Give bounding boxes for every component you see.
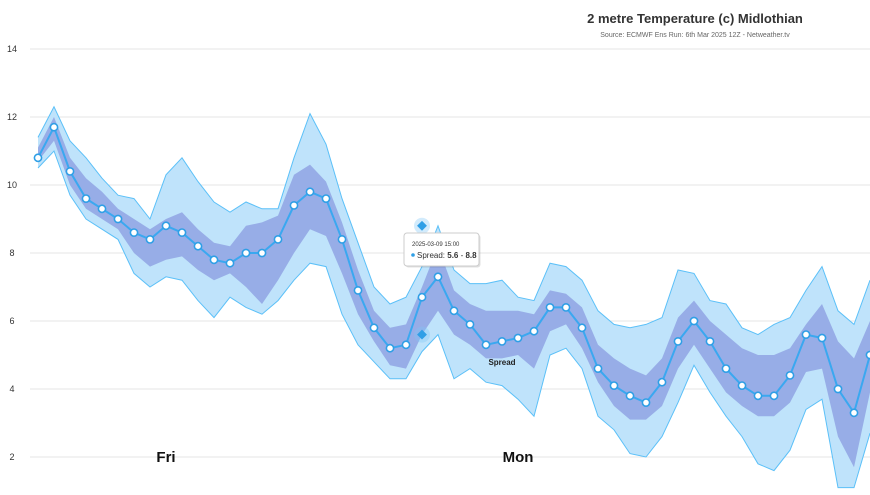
data-point-7 xyxy=(145,234,155,244)
data-point-40 xyxy=(673,336,683,346)
hover-marker-high xyxy=(417,220,427,231)
tooltip-box xyxy=(403,232,480,267)
y-tick-label-8: 8 xyxy=(9,248,14,258)
data-point-48 xyxy=(801,330,811,339)
data-point-13 xyxy=(241,248,251,258)
data-point-18 xyxy=(321,194,331,203)
data-point-15 xyxy=(273,234,283,244)
spread-annotation: Spread xyxy=(488,358,515,367)
annotations: Spread xyxy=(488,358,515,367)
y-tick-label-10: 10 xyxy=(7,180,17,190)
data-point-45 xyxy=(753,391,763,401)
data-point-22 xyxy=(385,343,395,353)
data-point-23 xyxy=(401,340,411,350)
data-point-44 xyxy=(737,381,747,390)
day-label-fri: Fri xyxy=(156,449,175,466)
data-point-12 xyxy=(225,258,235,268)
data-point-9 xyxy=(177,228,187,237)
outer-band-low-edge xyxy=(37,150,870,489)
tooltip-date: 2025-03-09 15:00 xyxy=(412,242,460,248)
data-point-42 xyxy=(705,336,715,346)
tooltip: 2025-03-09 15:00 Spread: 5.6 - 8.8 xyxy=(403,217,481,343)
data-point-4 xyxy=(97,204,107,214)
data-point-52 xyxy=(865,350,870,360)
tooltip-value: Spread: 5.6 - 8.8 xyxy=(417,251,477,260)
data-point-17 xyxy=(305,187,315,197)
data-point-31 xyxy=(529,326,539,336)
y-tick-label-6: 6 xyxy=(9,316,14,326)
y-axis: 2 4 6 8 10 12 14 xyxy=(7,44,17,462)
outer-band-high-edge xyxy=(37,105,870,336)
y-tick-label-4: 4 xyxy=(9,384,14,394)
data-point-5 xyxy=(113,214,123,224)
data-point-47 xyxy=(785,370,795,380)
tooltip-series-dot xyxy=(411,253,415,257)
data-point-51 xyxy=(849,408,859,418)
data-point-14 xyxy=(257,248,267,258)
data-point-20 xyxy=(353,285,363,295)
data-point-11 xyxy=(209,255,219,265)
chart-subtitle: Source: ECMWF Ens Run: 6th Mar 2025 12Z … xyxy=(600,32,790,39)
y-tick-label-14: 14 xyxy=(7,44,17,54)
data-point-36 xyxy=(609,381,619,390)
data-point-37 xyxy=(625,391,635,401)
data-point-24 xyxy=(417,292,427,302)
data-point-16 xyxy=(289,200,299,210)
data-point-38 xyxy=(641,398,651,407)
data-point-26 xyxy=(449,306,459,316)
data-point-32 xyxy=(545,302,555,312)
data-point-27 xyxy=(465,319,475,329)
data-point-3 xyxy=(81,194,91,203)
day-label-mon: Mon xyxy=(503,449,534,466)
data-point-30 xyxy=(513,333,523,343)
data-point-1 xyxy=(49,122,59,132)
data-point-39 xyxy=(657,377,667,387)
data-point-43 xyxy=(721,364,731,373)
data-point-29 xyxy=(497,336,507,346)
hover-marker-low xyxy=(417,329,427,340)
y-tick-label-2: 2 xyxy=(9,452,14,462)
data-point-10 xyxy=(193,241,203,251)
day-labels: Fri Mon xyxy=(156,449,533,466)
y-tick-label-12: 12 xyxy=(7,112,17,122)
data-point-8 xyxy=(161,221,171,231)
data-point-6 xyxy=(129,228,139,237)
data-point-49 xyxy=(817,333,827,343)
data-point-28 xyxy=(481,340,491,350)
data-point-0 xyxy=(33,153,43,163)
data-point-21 xyxy=(369,323,379,333)
data-point-50 xyxy=(833,384,843,394)
data-point-25 xyxy=(433,272,443,282)
data-point-35 xyxy=(593,364,603,373)
data-point-19 xyxy=(337,234,347,244)
data-point-33 xyxy=(561,302,571,312)
data-point-2 xyxy=(65,166,75,176)
data-points xyxy=(33,122,870,418)
data-point-34 xyxy=(577,323,587,333)
data-point-46 xyxy=(769,391,779,401)
chart-title: 2 metre Temperature (c) Midlothian xyxy=(587,11,803,26)
data-point-41 xyxy=(689,316,699,326)
